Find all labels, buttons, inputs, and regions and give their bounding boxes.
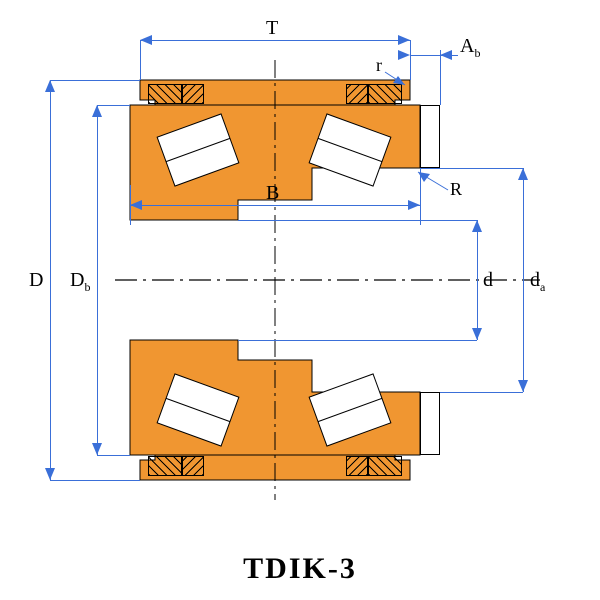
diagram-title: TDIK-3 — [0, 552, 600, 586]
label-R: R — [450, 180, 462, 198]
leader-R — [0, 0, 600, 600]
ab-shoulder — [420, 105, 440, 168]
ab-shoulder-bot — [420, 392, 440, 455]
diagram-canvas: T B D Db d da Ab r R — [0, 0, 600, 600]
